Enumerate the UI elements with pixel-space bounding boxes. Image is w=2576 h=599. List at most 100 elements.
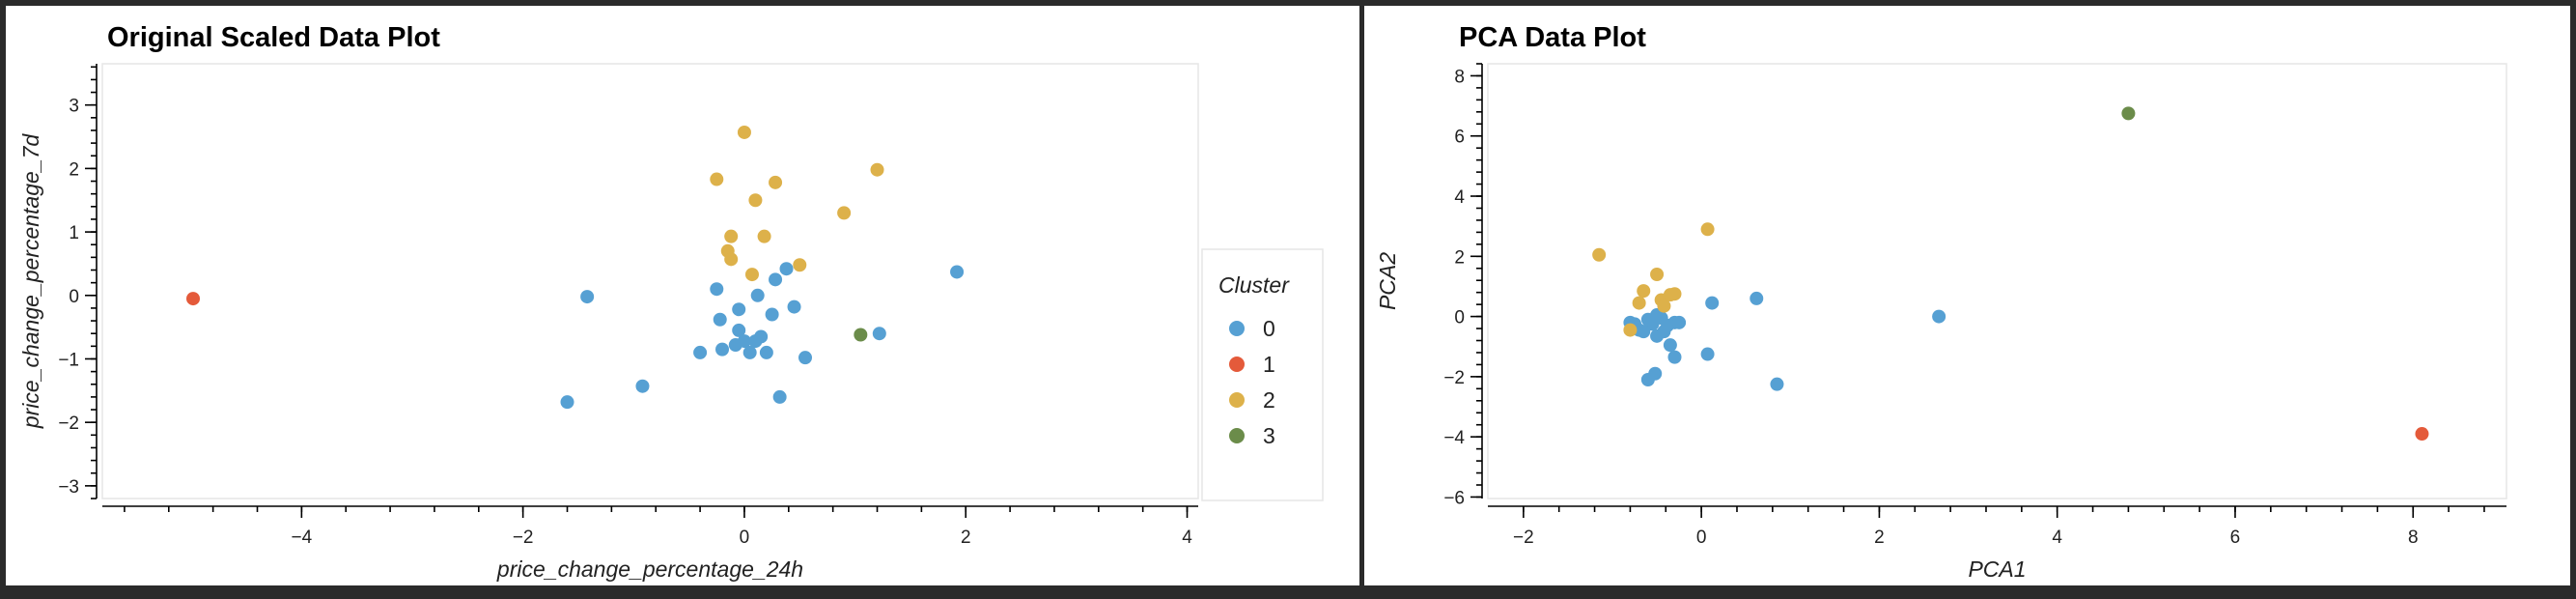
x-tick-label: −2 [1513,528,1534,548]
point-cluster-0 [1770,377,1784,391]
x-tick-label: 2 [1874,528,1885,548]
point-cluster-0 [1663,338,1677,353]
point-cluster-2 [1623,323,1638,337]
y-tick-label: 6 [1454,128,1465,148]
point-cluster-3 [2121,106,2136,121]
point-cluster-0 [580,290,595,304]
point-cluster-0 [732,323,746,337]
legend-marker [1229,321,1245,336]
point-cluster-0 [1667,350,1682,364]
x-axis-label: PCA1 [1968,556,2026,582]
chart-pca: PCA Data Plot −2 0 2 4 6 8 −6 −4 −2 0 2 4 6 8 PCA1 PC… [1375,22,2507,582]
y-tick-label: 8 [1454,67,1465,87]
point-cluster-0 [710,282,724,297]
point-cluster-0 [950,265,965,279]
point-cluster-0 [759,345,773,359]
point-cluster-0 [798,351,813,365]
point-cluster-1 [2415,427,2429,442]
x-tick-label: 4 [1182,528,1192,548]
point-cluster-0 [787,300,801,314]
x-tick-label: 6 [2230,528,2241,548]
legend-marker [1229,428,1245,443]
axes: −4 −2 0 2 4 −3 −2 −1 0 1 2 3 [58,64,1198,548]
legend-entry-label: 2 [1263,387,1275,413]
point-cluster-1 [186,292,201,306]
point-cluster-0 [693,345,708,359]
point-cluster-0 [1672,315,1687,329]
point-cluster-0 [1750,291,1764,305]
y-tick-label: 4 [1454,187,1465,208]
y-tick-label: −4 [1443,428,1465,448]
x-tick-label: 0 [740,528,750,548]
point-cluster-0 [742,345,757,359]
point-cluster-0 [715,342,730,357]
y-axis-label: price_change_percentage_7d [18,133,43,430]
point-cluster-2 [1657,299,1671,313]
point-cluster-0 [872,327,886,341]
point-cluster-2 [837,206,852,220]
point-cluster-3 [854,328,868,342]
point-cluster-2 [769,175,783,189]
plot-area [1487,63,2507,499]
x-tick-label: 2 [961,528,971,548]
point-cluster-0 [750,288,765,302]
point-cluster-2 [870,162,884,177]
x-tick-label: −4 [292,528,313,548]
point-cluster-2 [744,268,759,282]
y-tick-label: 2 [1454,247,1465,268]
y-tick-label: 0 [1454,308,1465,328]
point-cluster-2 [757,229,771,243]
y-tick-label: −2 [58,414,79,434]
point-cluster-0 [1637,325,1651,339]
point-cluster-2 [737,125,751,139]
point-cluster-2 [1650,267,1665,281]
point-cluster-0 [1650,308,1665,323]
legend-entry-label: 3 [1263,423,1275,448]
point-cluster-0 [772,389,787,404]
point-cluster-0 [1648,366,1663,381]
point-cluster-0 [1932,309,1946,324]
point-cluster-0 [1700,347,1715,361]
legend-marker [1229,357,1245,372]
y-axis-label: PCA2 [1375,252,1400,310]
legend: Cluster 0 1 2 3 [1201,248,1324,501]
point-cluster-0 [754,329,769,344]
legend-entry-label: 1 [1263,352,1275,377]
point-cluster-0 [737,334,751,349]
point-cluster-2 [710,172,724,186]
point-cluster-0 [765,307,779,322]
legend-frame [1201,248,1324,501]
x-axis-label: price_change_percentage_24h [496,556,803,582]
point-cluster-2 [1632,296,1646,310]
x-tick-label: 4 [2052,528,2062,548]
point-cluster-0 [635,379,650,393]
y-tick-label: −2 [1443,368,1465,388]
point-cluster-2 [724,252,739,267]
point-cluster-2 [748,193,763,208]
point-cluster-0 [713,312,727,327]
point-cluster-0 [560,395,574,410]
point-cluster-2 [1592,247,1607,262]
chart-original-scaled: Original Scaled Data Plot −4 −2 0 2 4 −3 −2 −1 0… [18,22,1324,582]
plot-area [101,63,1199,499]
y-tick-label: −6 [1443,488,1465,508]
legend-entry-label: 0 [1263,316,1275,341]
point-cluster-2 [1667,287,1682,301]
x-tick-label: 8 [2408,528,2419,548]
point-cluster-2 [793,258,807,272]
x-tick-label: −2 [513,528,534,548]
point-cluster-0 [779,262,794,276]
scatter-points [186,125,965,410]
y-tick-label: −1 [58,350,79,370]
point-cluster-2 [1700,222,1715,237]
point-cluster-0 [1705,296,1720,310]
axes: −2 0 2 4 6 8 −6 −4 −2 0 2 4 6 8 [1443,63,2506,548]
x-tick-label: 0 [1696,528,1707,548]
chart-title: PCA Data Plot [1459,22,1646,53]
scatter-points [1592,106,2429,442]
point-cluster-0 [1661,318,1675,332]
legend-title: Cluster [1218,272,1290,298]
chart-title: Original Scaled Data Plot [107,22,440,53]
y-tick-label: 3 [69,97,79,117]
point-cluster-0 [732,302,746,317]
